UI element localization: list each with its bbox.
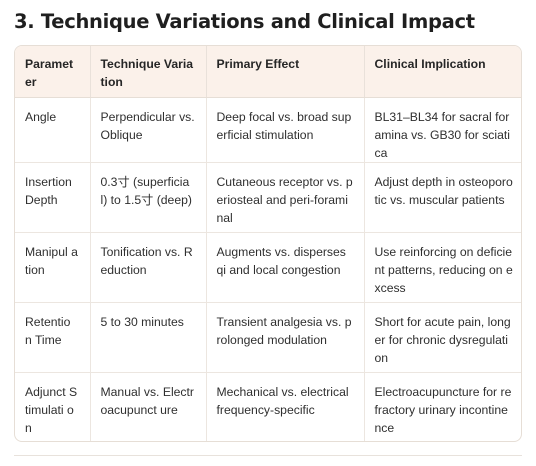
table-row: Manipul ation Tonification vs. Reduction… <box>15 232 521 303</box>
cell-clinical-implication: Short for acute pain, longer for chronic… <box>364 302 521 373</box>
section-title: 3. Technique Variations and Clinical Imp… <box>14 10 475 33</box>
header-technique-variation: Technique Variation <box>90 46 207 98</box>
table-row: Retentio n Time 5 to 30 minutes Transien… <box>15 302 521 373</box>
cell-clinical-implication: BL31–BL34 for sacral foramina vs. GB30 f… <box>364 97 521 163</box>
cell-primary-effect: Transient analgesia vs. prolonged modula… <box>206 302 365 373</box>
cell-parameter: Adjunct Stimulati on <box>15 372 91 441</box>
cell-clinical-implication: Electroacupuncture for refractory urinar… <box>374 384 512 435</box>
table-row: Insertion Depth 0.3寸 (superficial) to 1.… <box>15 162 521 233</box>
cell-primary-effect: Cutaneous receptor vs. periosteal and pe… <box>206 162 365 233</box>
cell-technique-variation: Tonification vs. Reduction <box>90 232 207 303</box>
cell-primary-effect: Augments vs. disperses qi and local cong… <box>206 232 365 303</box>
cell-primary-effect: Mechanical vs. electrical frequency-spec… <box>206 372 365 441</box>
header-primary-effect: Primary Effect <box>206 46 365 98</box>
cell-technique-variation: 5 to 30 minutes <box>90 302 207 373</box>
cell-technique-variation: 0.3寸 (superficial) to 1.5寸 (deep) <box>90 162 207 233</box>
technique-table: Paramet er Technique Variation Primary E… <box>15 46 521 441</box>
cell-parameter: Angle <box>15 97 91 163</box>
table-header-row: Paramet er Technique Variation Primary E… <box>15 46 521 98</box>
header-parameter: Paramet er <box>15 46 91 98</box>
table-row: Adjunct Stimulati on Manual vs. Electroa… <box>15 372 521 441</box>
cell-parameter: Manipul ation <box>15 232 91 303</box>
cell-parameter: Retentio n Time <box>15 302 91 373</box>
table-row: Angle Perpendicular vs. Oblique Deep foc… <box>15 97 521 163</box>
cell-technique-variation: Perpendicular vs. Oblique <box>90 97 207 163</box>
cell-clinical-implication: Use reinforcing on deficient patterns, r… <box>364 232 521 303</box>
header-clinical-implication: Clinical Implication <box>364 46 521 98</box>
cell-parameter: Insertion Depth <box>15 162 91 233</box>
bottom-divider <box>14 455 522 456</box>
technique-table-container: Paramet er Technique Variation Primary E… <box>14 45 522 442</box>
cell-technique-variation: Manual vs. Electroacupunct ure <box>90 372 207 441</box>
cell-primary-effect: Deep focal vs. broad superficial stimula… <box>206 97 365 163</box>
cell-clinical-implication: Adjust depth in osteoporotic vs. muscula… <box>364 162 521 233</box>
